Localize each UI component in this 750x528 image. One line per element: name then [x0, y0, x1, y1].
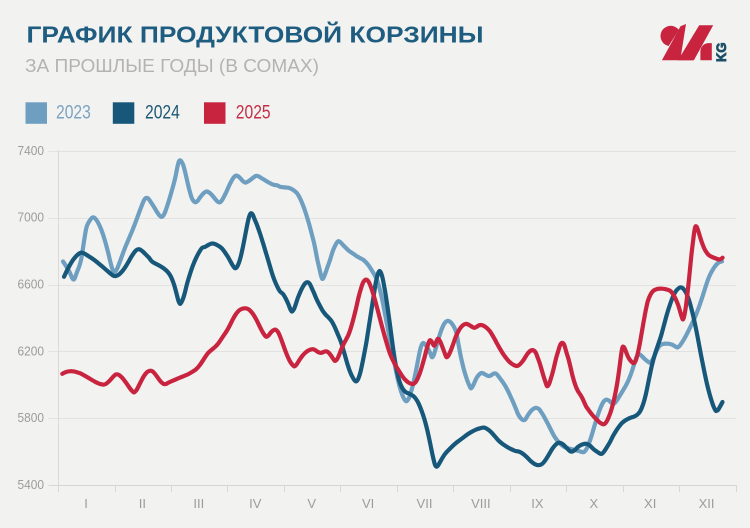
svg-text:7000: 7000	[18, 210, 45, 225]
svg-text:6200: 6200	[18, 343, 45, 358]
svg-text:XI: XI	[644, 496, 656, 511]
svg-text:7400: 7400	[18, 143, 45, 158]
svg-text:XII: XII	[699, 496, 715, 511]
svg-text:VII: VII	[417, 496, 433, 511]
svg-text:I: I	[84, 496, 88, 511]
svg-text:IX: IX	[531, 496, 544, 511]
svg-text:2024: 2024	[145, 101, 180, 123]
svg-text:III: III	[193, 496, 204, 511]
svg-text:X: X	[589, 496, 598, 511]
svg-text:KG: KG	[714, 43, 729, 63]
svg-text:II: II	[139, 496, 146, 511]
svg-text:2023: 2023	[56, 101, 91, 123]
svg-text:ГРАФИК ПРОДУКТОВОЙ КОРЗИНЫ: ГРАФИК ПРОДУКТОВОЙ КОРЗИНЫ	[27, 21, 484, 48]
svg-text:VI: VI	[362, 496, 374, 511]
svg-text:V: V	[307, 496, 316, 511]
svg-text:5400: 5400	[18, 477, 45, 492]
svg-text:VIII: VIII	[471, 496, 491, 511]
svg-text:5800: 5800	[18, 410, 45, 425]
svg-text:6600: 6600	[18, 277, 45, 292]
svg-text:IV: IV	[249, 496, 262, 511]
svg-text:2025: 2025	[236, 101, 271, 123]
svg-text:ЗА ПРОШЛЫЕ ГОДЫ (В СОМАХ): ЗА ПРОШЛЫЕ ГОДЫ (В СОМАХ)	[25, 56, 319, 76]
